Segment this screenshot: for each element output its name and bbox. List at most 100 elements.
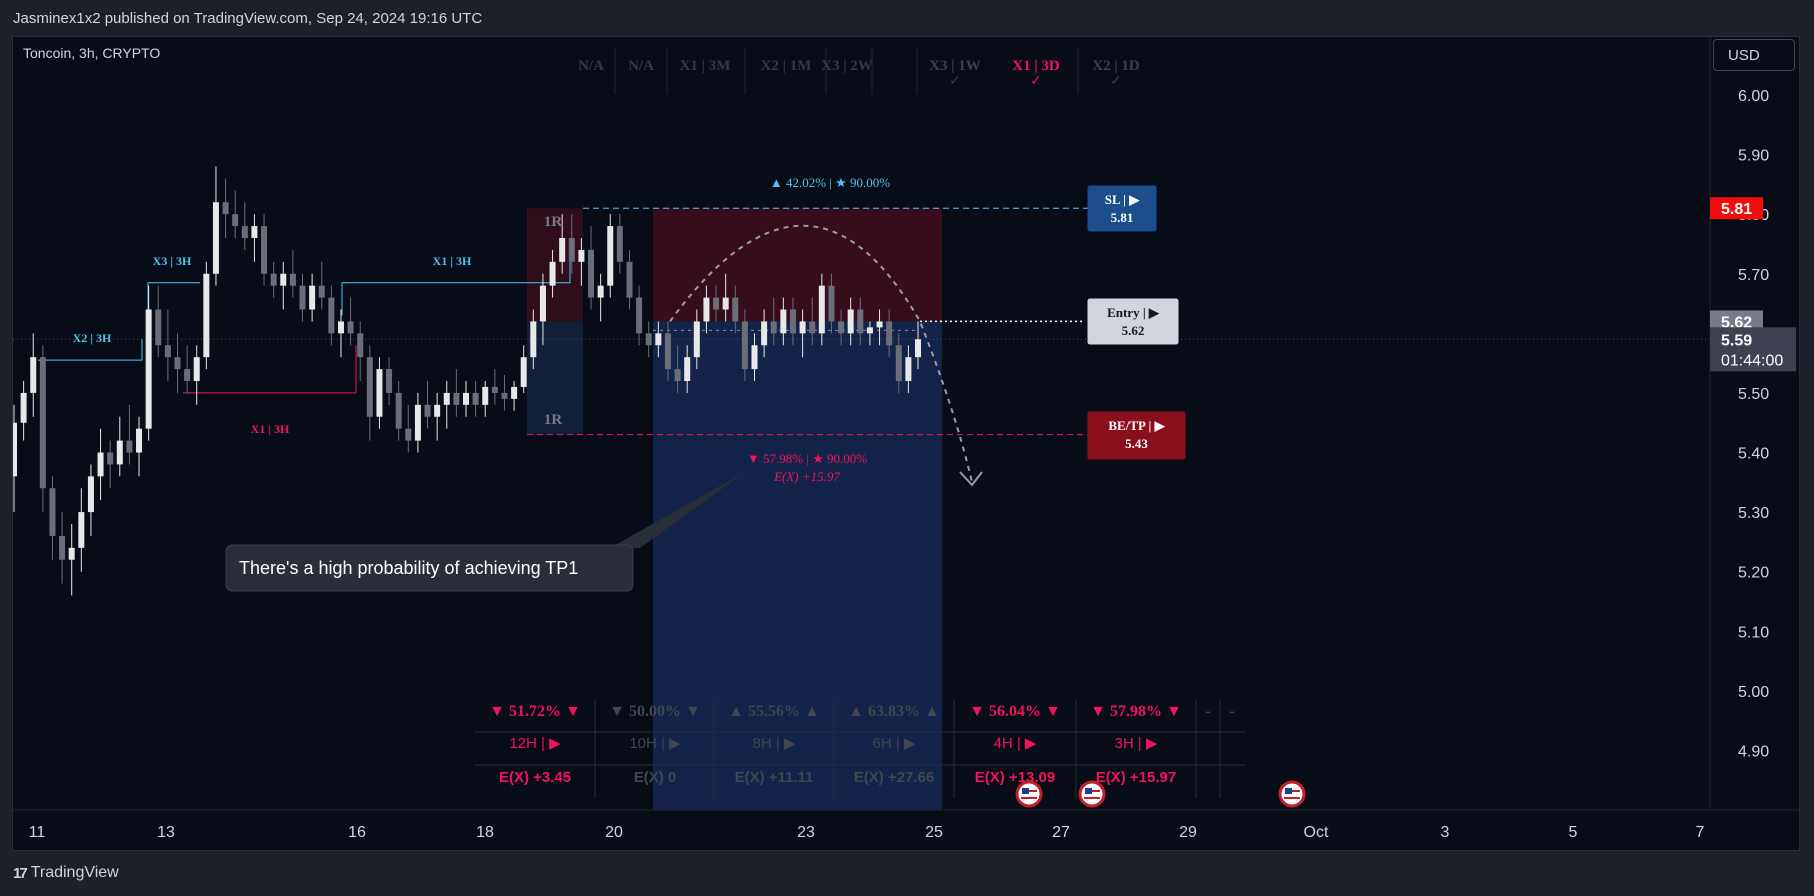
candle-body (13, 422, 17, 477)
candle-body (626, 261, 633, 298)
candle-body (780, 309, 787, 334)
table-expected-cell: E(X) 0 (634, 769, 677, 786)
timeframe-label[interactable]: X3 | 2W (821, 58, 873, 74)
candle-body (905, 357, 912, 381)
up-stat-text: ▲ 42.02% | ★ 90.00% (770, 175, 890, 190)
x1-red-level-label: X1 | 3H (251, 422, 290, 436)
table-pct-cell: ▼ 56.04% ▼ (969, 703, 1061, 720)
time-tick: 29 (1179, 824, 1197, 841)
candle-body (193, 357, 200, 381)
price-label-current-bg (1710, 327, 1796, 372)
sl-label-box[interactable] (1087, 185, 1157, 232)
time-tick: 7 (1696, 824, 1705, 841)
candle-body (347, 321, 354, 334)
candle-body (434, 404, 441, 417)
betp-label-box[interactable] (1087, 411, 1186, 460)
candle-body (424, 404, 431, 417)
candles-group (13, 166, 921, 596)
candle-body (270, 273, 277, 286)
time-tick: 13 (157, 824, 175, 841)
candle-body (164, 345, 171, 358)
price-label-entry-bg (1710, 310, 1763, 333)
tradingview-logo-text: TradingView (30, 864, 119, 881)
candle-body (761, 321, 768, 346)
timeframe-label[interactable]: X1 | 3D (1012, 58, 1060, 74)
table-timeframe-cell[interactable]: 10H | ▶ (629, 735, 681, 752)
price-label-current: 5.59 (1721, 332, 1752, 349)
symbol-legend[interactable]: Toncoin, 3h, CRYPTO (23, 45, 161, 61)
candle-body (838, 321, 845, 334)
timeframe-label[interactable]: N/A (578, 58, 604, 74)
candle-body (309, 285, 316, 310)
candle-body (318, 285, 325, 298)
entry-label-value: 5.62 (1122, 323, 1145, 338)
candle-body (443, 392, 450, 405)
table-timeframe-cell[interactable]: 6H | ▶ (873, 735, 916, 752)
candle-body (280, 273, 287, 286)
candle-body (241, 226, 248, 238)
timeframe-check-icon: ✓ (1030, 74, 1042, 89)
callout-pointer (610, 472, 745, 548)
r-top-label: 1R (544, 214, 563, 230)
candle-body (30, 357, 37, 393)
candle-body (414, 404, 421, 441)
candle-body (549, 261, 556, 286)
chart-canvas[interactable]: X2 | 3H X3 | 3H X1 | 3H X1 | 3H 1R 1R ▲ 42.02%… (0, 0, 1814, 851)
candle-body (511, 386, 518, 399)
candle-body (20, 392, 27, 423)
candle-body (703, 297, 710, 322)
time-tick: 27 (1052, 824, 1070, 841)
candle-body (741, 321, 748, 370)
table-pct-cell: ▲ 55.56% ▲ (728, 703, 820, 720)
candle-body (357, 333, 364, 358)
callout-box[interactable] (225, 544, 634, 592)
price-tick: 5.90 (1738, 148, 1769, 165)
candle-body (472, 392, 479, 405)
timeframe-label[interactable]: N/A (628, 58, 654, 74)
candle-body (126, 440, 133, 453)
price-label-entry: 5.62 (1721, 314, 1752, 331)
price-tick: 4.80 (1738, 803, 1769, 820)
candle-body (578, 249, 585, 262)
table-timeframe-cell[interactable]: 12H | ▶ (509, 735, 561, 752)
candle-body (463, 392, 469, 405)
us-flag-canton (1085, 788, 1092, 794)
time-tick: 3 (1441, 824, 1450, 841)
timeframe-label[interactable]: X1 | 3M (680, 58, 731, 74)
tradingview-logo[interactable]: 17 TradingView (13, 864, 119, 882)
candle-body (174, 357, 181, 370)
timeframe-label[interactable]: X2 | 1M (761, 58, 812, 74)
candle-body (789, 309, 796, 334)
table-pct-cell: - (1229, 703, 1234, 720)
x2-level-label: X2 | 3H (73, 331, 112, 345)
table-timeframe-cell[interactable]: 3H | ▶ (1115, 735, 1158, 752)
candle-body (482, 386, 489, 405)
table-timeframe-cell[interactable]: 8H | ▶ (753, 735, 796, 752)
reward-zone (653, 321, 942, 810)
candle-body (501, 392, 508, 399)
candle-body (232, 214, 239, 227)
candle-body (251, 226, 258, 238)
timeframe-label[interactable]: X2 | 1D (1092, 58, 1140, 74)
candle-body (597, 285, 604, 298)
us-flag-canton (1022, 788, 1029, 794)
published-text: Jasminex1x2 published on TradingView.com… (13, 10, 483, 27)
price-tick: 4.90 (1738, 743, 1769, 760)
us-flag-canton (1285, 788, 1292, 794)
candle-body (828, 285, 835, 322)
candle-body (97, 452, 104, 477)
price-tick: 5.40 (1738, 446, 1769, 463)
entry-label-title: Entry | ▶ (1107, 305, 1160, 320)
price-tick: 5.70 (1738, 267, 1769, 284)
candle-body (674, 369, 681, 381)
down-stat-text: ▼ 57.98% | ★ 90.00% (747, 451, 867, 466)
candle-body (328, 297, 335, 334)
x2-level-line (38, 339, 143, 361)
timeframe-label[interactable]: X3 | 1W (929, 58, 981, 74)
time-tick: Oct (1304, 824, 1329, 841)
entry-label-box[interactable] (1087, 298, 1179, 345)
table-timeframe-cell[interactable]: 4H | ▶ (994, 735, 1037, 752)
candle-body (184, 369, 191, 381)
candle-body (857, 309, 864, 334)
currency-button[interactable]: USD (1713, 39, 1795, 71)
